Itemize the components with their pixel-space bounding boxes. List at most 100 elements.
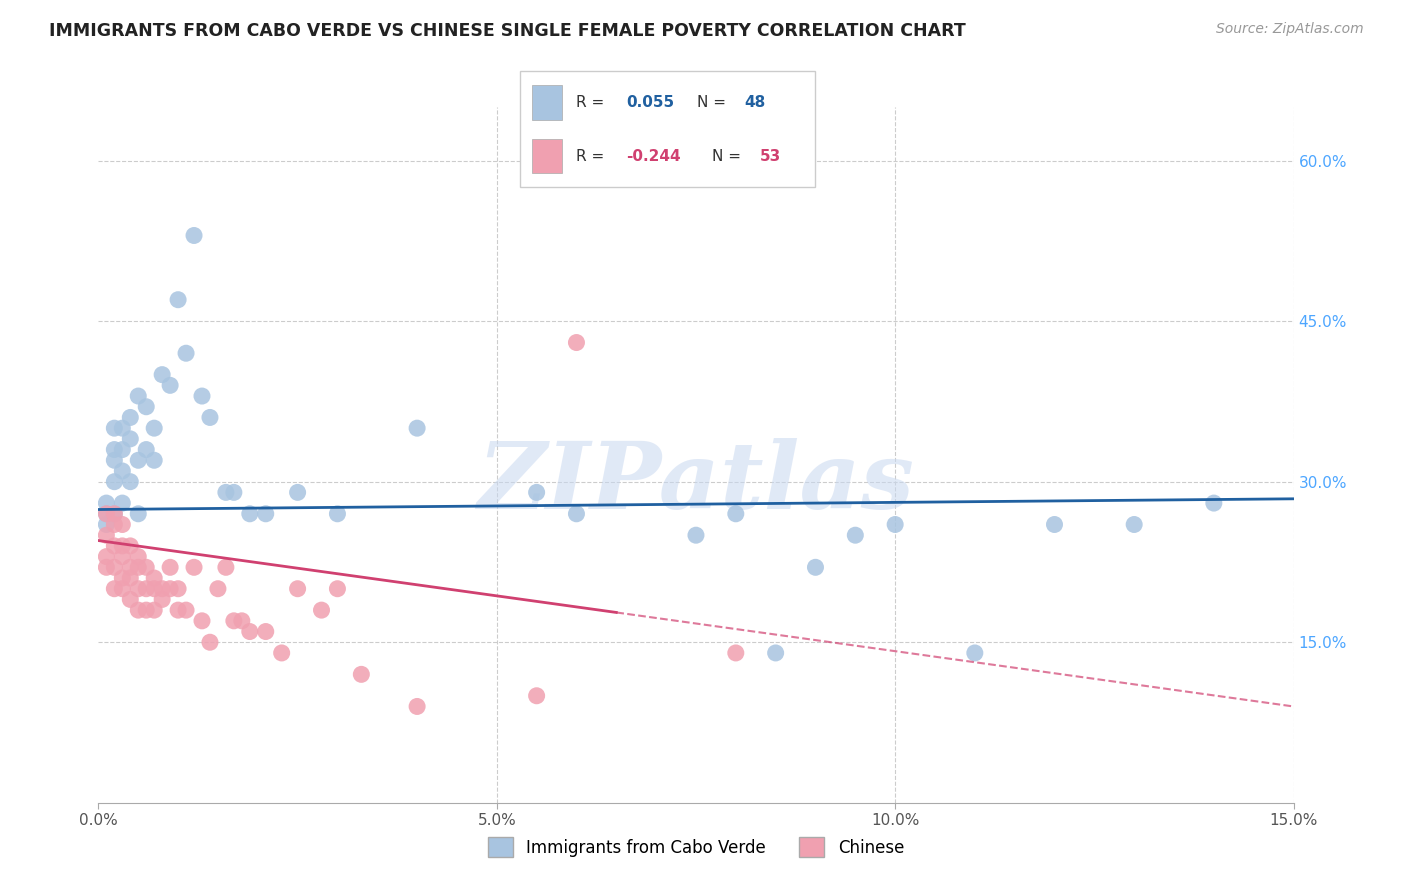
Point xyxy=(96,549,118,564)
Text: R =: R = xyxy=(576,95,605,111)
Point xyxy=(103,560,125,574)
Point xyxy=(143,453,166,467)
Point xyxy=(143,582,166,596)
Point xyxy=(724,507,747,521)
Point xyxy=(120,571,142,585)
Point xyxy=(1123,517,1146,532)
Point xyxy=(765,646,787,660)
Point xyxy=(135,603,157,617)
Point xyxy=(287,485,309,500)
Point xyxy=(127,389,149,403)
Text: 48: 48 xyxy=(745,95,766,111)
Point xyxy=(239,507,262,521)
Point xyxy=(174,603,197,617)
Point xyxy=(143,571,166,585)
Point xyxy=(111,571,134,585)
Point xyxy=(103,421,125,435)
Point xyxy=(350,667,373,681)
Point xyxy=(406,421,429,435)
Text: ZIPatlas: ZIPatlas xyxy=(478,438,914,528)
Point xyxy=(183,228,205,243)
Point xyxy=(526,689,548,703)
Point xyxy=(127,453,149,467)
Point xyxy=(150,592,173,607)
Point xyxy=(167,582,190,596)
Point xyxy=(1043,517,1066,532)
Point xyxy=(239,624,262,639)
Text: -0.244: -0.244 xyxy=(627,148,681,163)
Point xyxy=(127,582,149,596)
Point xyxy=(326,582,349,596)
Point xyxy=(111,442,134,457)
Point xyxy=(167,603,190,617)
Point xyxy=(215,560,238,574)
Point xyxy=(191,389,214,403)
Point xyxy=(159,378,181,392)
Point xyxy=(111,421,134,435)
Text: IMMIGRANTS FROM CABO VERDE VS CHINESE SINGLE FEMALE POVERTY CORRELATION CHART: IMMIGRANTS FROM CABO VERDE VS CHINESE SI… xyxy=(49,22,966,40)
Point xyxy=(111,464,134,478)
Point xyxy=(198,635,221,649)
Point xyxy=(1202,496,1225,510)
Point xyxy=(103,507,125,521)
Point xyxy=(406,699,429,714)
Text: 53: 53 xyxy=(759,148,780,163)
Text: 0.055: 0.055 xyxy=(627,95,675,111)
Legend: Immigrants from Cabo Verde, Chinese: Immigrants from Cabo Verde, Chinese xyxy=(481,830,911,864)
FancyBboxPatch shape xyxy=(531,138,561,173)
Point xyxy=(103,507,125,521)
Point xyxy=(103,539,125,553)
Point xyxy=(120,432,142,446)
Point xyxy=(565,507,588,521)
Point xyxy=(311,603,333,617)
Point xyxy=(254,624,277,639)
Point xyxy=(198,410,221,425)
Point xyxy=(215,485,238,500)
Point xyxy=(150,368,173,382)
Point xyxy=(96,528,118,542)
Point xyxy=(287,582,309,596)
Point xyxy=(685,528,707,542)
Point xyxy=(724,646,747,660)
Text: N =: N = xyxy=(711,148,741,163)
Point xyxy=(103,442,125,457)
Point xyxy=(150,582,173,596)
Point xyxy=(127,603,149,617)
Point xyxy=(111,517,134,532)
Point xyxy=(135,400,157,414)
Point xyxy=(167,293,190,307)
Point xyxy=(159,560,181,574)
Point xyxy=(135,582,157,596)
Point xyxy=(183,560,205,574)
Point xyxy=(844,528,866,542)
Point xyxy=(207,582,229,596)
Point xyxy=(111,582,134,596)
Point xyxy=(135,560,157,574)
Point xyxy=(96,507,118,521)
Point xyxy=(111,539,134,553)
Point xyxy=(222,614,245,628)
Point xyxy=(96,517,118,532)
Point xyxy=(143,603,166,617)
FancyBboxPatch shape xyxy=(531,86,561,120)
Point xyxy=(103,475,125,489)
Point xyxy=(103,517,125,532)
Point xyxy=(159,582,181,596)
Point xyxy=(191,614,214,628)
Point xyxy=(103,582,125,596)
Point xyxy=(120,475,142,489)
Point xyxy=(127,507,149,521)
Point xyxy=(111,549,134,564)
Point xyxy=(103,453,125,467)
Text: R =: R = xyxy=(576,148,605,163)
Point xyxy=(326,507,349,521)
Point xyxy=(884,517,907,532)
Point xyxy=(96,507,118,521)
Point xyxy=(222,485,245,500)
Point xyxy=(135,442,157,457)
Point xyxy=(120,539,142,553)
Text: N =: N = xyxy=(697,95,727,111)
Point xyxy=(96,496,118,510)
Point xyxy=(120,560,142,574)
Point xyxy=(254,507,277,521)
